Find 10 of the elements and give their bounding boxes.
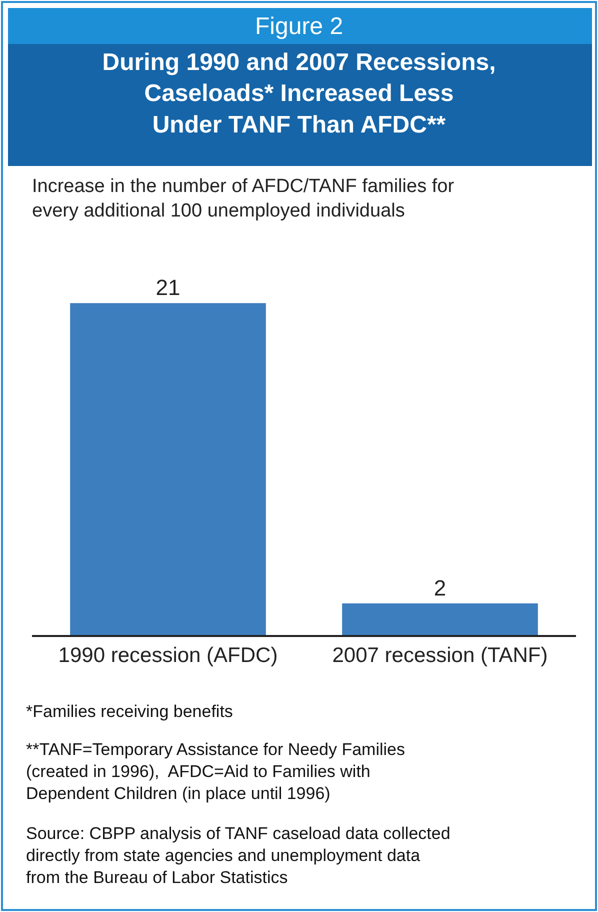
x-tick-label: 1990 recession (AFDC) <box>58 644 278 668</box>
source-note: Source: CBPP analysis of TANF caseload data collected directly from state agencies and unemployment data from the Bureau of Labor Statistics <box>26 824 450 888</box>
x-tick-label: 2007 recession (TANF) <box>332 644 548 668</box>
y-axis-title: Increase in the number of AFDC/TANF families for every additional 100 unemployed individuals <box>32 176 455 222</box>
text: **TANF=Temporary Assistance for Needy Families (created in 1996), AFDC=Aid to Families with Dependent Children (in place until 1996) <box>26 740 406 804</box>
data-label: 21 <box>156 275 180 300</box>
text: *Families receiving benefits <box>26 702 233 721</box>
chart-subtitle: Figure 2 <box>255 13 344 40</box>
chart-title: During 1990 and 2007 Recessions, Caseloads* Increased Less Under TANF Than AFDC** <box>102 49 496 138</box>
data-label: 2 <box>434 575 446 600</box>
